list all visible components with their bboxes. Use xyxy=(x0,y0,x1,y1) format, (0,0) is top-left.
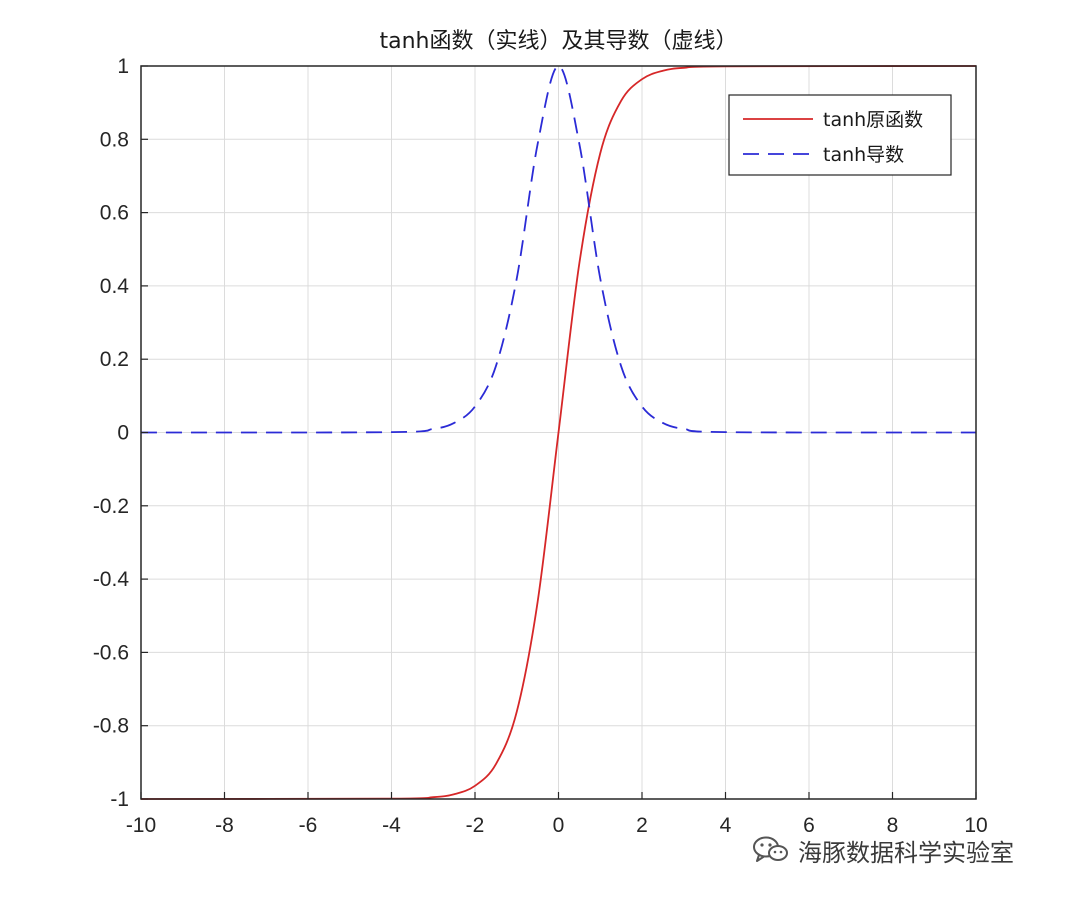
y-tick-label: -0.4 xyxy=(93,568,130,591)
x-tick-label: -4 xyxy=(382,814,401,837)
series-line-1 xyxy=(140,65,977,800)
legend-box xyxy=(728,94,952,176)
y-tick-label: 0.6 xyxy=(100,202,129,225)
x-tick-label: -2 xyxy=(466,814,485,837)
y-tick-label: 0 xyxy=(117,422,129,445)
y-tick-label: 0.4 xyxy=(100,275,130,298)
ticks: -10 -8 -6 -4 -2 0 2 4 6 8 10 1 0.8 0.6 0.4 0.2 0 -0.2 -0.4… xyxy=(93,55,988,837)
y-tick-label: -1 xyxy=(110,788,129,811)
legend: tanh原函数 tanh导数 xyxy=(728,94,952,176)
legend-label-2: tanh导数 xyxy=(823,144,904,166)
legend-label-1: tanh原函数 xyxy=(823,109,923,131)
x-tick-label: 4 xyxy=(720,814,732,837)
y-tick-label: -0.8 xyxy=(93,715,129,738)
y-tick-label: 0.8 xyxy=(100,128,129,151)
y-tick-label: 1 xyxy=(117,55,129,78)
chart-title: tanh函数（实线）及其导数（虚线） xyxy=(380,29,738,54)
y-tick-label: -0.2 xyxy=(93,495,129,518)
wechat-icon xyxy=(753,836,788,862)
x-tick-label: 6 xyxy=(803,814,815,837)
x-tick-label: 10 xyxy=(964,814,987,837)
y-tick-label: -0.6 xyxy=(93,641,129,664)
x-tick-label: 8 xyxy=(887,814,899,837)
x-tick-label: 0 xyxy=(553,814,565,837)
x-tick-label: -8 xyxy=(215,814,234,837)
series-layer xyxy=(140,65,977,800)
watermark: 海豚数据科学实验室 xyxy=(752,830,1014,870)
x-tick-label: -6 xyxy=(299,814,318,837)
x-tick-label: 2 xyxy=(636,814,648,837)
y-tick-label: 0.2 xyxy=(100,348,129,371)
x-tick-label: -10 xyxy=(126,814,156,837)
series-line-2 xyxy=(140,65,977,434)
watermark-text: 海豚数据科学实验室 xyxy=(798,838,1014,867)
